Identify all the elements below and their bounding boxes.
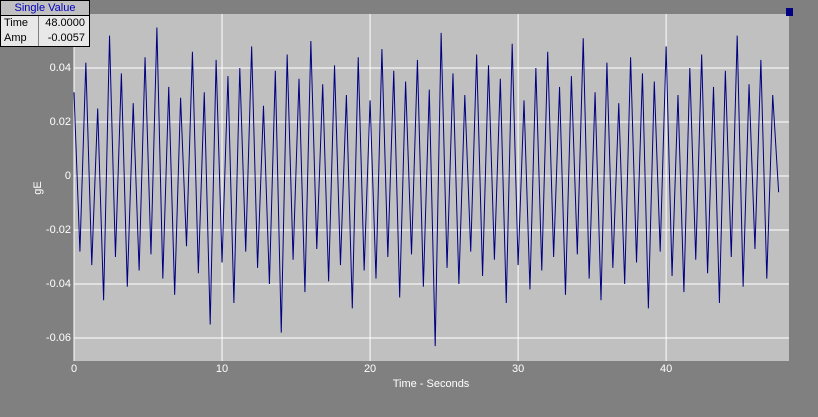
y-axis-label: gE bbox=[32, 181, 44, 194]
readout-key: Amp bbox=[1, 31, 39, 46]
x-tick-label: 30 bbox=[512, 363, 524, 375]
readout-panel: Single Value Time 48.0000 Amp -0.0057 bbox=[0, 0, 90, 47]
x-tick-label: 40 bbox=[660, 363, 672, 375]
y-tick-label: -0.04 bbox=[46, 278, 71, 290]
x-axis-label: Time - Seconds bbox=[393, 378, 470, 390]
y-tick-label: -0.06 bbox=[46, 332, 71, 344]
readout-row: Time 48.0000 bbox=[1, 16, 89, 31]
y-tick-label: 0.02 bbox=[50, 116, 71, 128]
y-tick-label: 0.04 bbox=[50, 62, 71, 74]
readout-key: Time bbox=[1, 16, 39, 31]
y-tick-label: 0 bbox=[65, 170, 71, 182]
x-tick-label: 0 bbox=[71, 363, 77, 375]
readout-title[interactable]: Single Value bbox=[1, 1, 89, 16]
readout-value: -0.0057 bbox=[47, 32, 85, 44]
signal-line bbox=[73, 27, 780, 347]
x-tick-label: 10 bbox=[216, 363, 228, 375]
x-tick-label: 20 bbox=[364, 363, 376, 375]
cursor-handle[interactable] bbox=[786, 8, 793, 16]
y-tick-label: -0.02 bbox=[46, 224, 71, 236]
readout-value: 48.0000 bbox=[45, 17, 85, 29]
readout-row: Amp -0.0057 bbox=[1, 31, 89, 46]
